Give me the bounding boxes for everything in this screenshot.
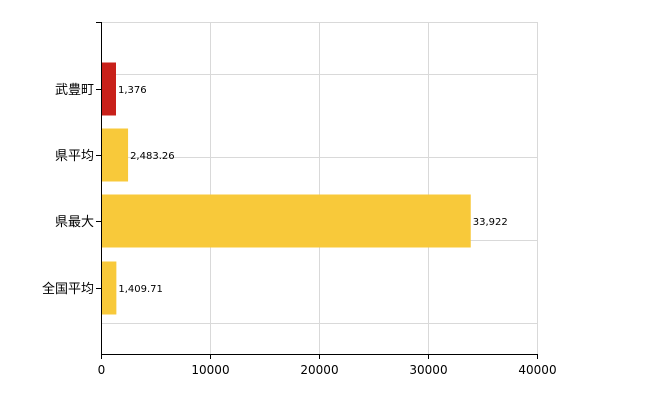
category-label: 県平均 (55, 149, 94, 164)
x-tick-label: 30000 (409, 363, 447, 377)
bar (102, 62, 116, 116)
category-label: 武豊町 (55, 83, 94, 98)
x-tick-label: 10000 (191, 363, 229, 377)
data-label: 1,409.71 (118, 284, 163, 295)
data-label: 33,922 (473, 217, 508, 228)
category-label: 全国平均 (42, 281, 94, 297)
x-tick-label: 0 (98, 363, 106, 377)
bar (102, 194, 471, 248)
x-tick-label: 40000 (518, 363, 556, 377)
bar (102, 261, 117, 315)
category-label: 県最大 (55, 215, 94, 230)
data-label: 2,483.26 (130, 151, 175, 162)
x-tick-label: 20000 (300, 363, 338, 377)
bar (102, 128, 129, 182)
data-label: 1,376 (118, 85, 147, 96)
